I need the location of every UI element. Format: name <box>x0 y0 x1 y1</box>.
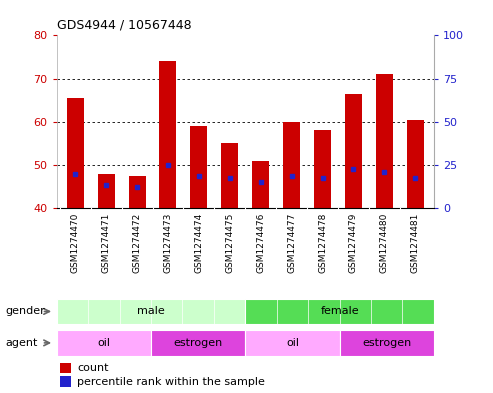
Bar <box>245 330 340 356</box>
Bar <box>407 119 424 208</box>
Text: percentile rank within the sample: percentile rank within the sample <box>77 377 265 387</box>
Bar <box>283 122 300 208</box>
Text: GSM1274479: GSM1274479 <box>349 213 358 273</box>
Text: GSM1274481: GSM1274481 <box>411 213 420 273</box>
Bar <box>67 98 84 208</box>
Text: count: count <box>77 363 109 373</box>
Bar <box>61 376 71 387</box>
Text: male: male <box>137 307 165 316</box>
Bar <box>129 176 145 208</box>
Bar <box>151 330 245 356</box>
Bar <box>190 126 208 208</box>
Bar <box>340 330 434 356</box>
Text: estrogen: estrogen <box>362 338 411 348</box>
Text: GSM1274471: GSM1274471 <box>102 213 110 273</box>
Text: oil: oil <box>286 338 299 348</box>
Text: GDS4944 / 10567448: GDS4944 / 10567448 <box>57 18 191 31</box>
Text: GSM1274476: GSM1274476 <box>256 213 265 273</box>
Bar <box>57 299 245 324</box>
Bar <box>57 330 151 356</box>
Text: GSM1274480: GSM1274480 <box>380 213 389 273</box>
Bar <box>345 94 362 208</box>
Bar <box>61 362 71 373</box>
Bar <box>314 130 331 208</box>
Text: GSM1274475: GSM1274475 <box>225 213 234 273</box>
Bar <box>245 299 434 324</box>
Bar <box>159 61 176 208</box>
Text: gender: gender <box>5 307 45 316</box>
Text: GSM1274478: GSM1274478 <box>318 213 327 273</box>
Text: GSM1274473: GSM1274473 <box>164 213 173 273</box>
Text: female: female <box>320 307 359 316</box>
Text: GSM1274470: GSM1274470 <box>70 213 80 273</box>
Bar <box>252 161 269 208</box>
Bar <box>221 143 238 208</box>
Text: oil: oil <box>97 338 110 348</box>
Bar <box>98 174 115 208</box>
Text: agent: agent <box>5 338 37 348</box>
Text: GSM1274472: GSM1274472 <box>133 213 141 273</box>
Bar <box>376 74 393 208</box>
Text: estrogen: estrogen <box>174 338 223 348</box>
Text: GSM1274474: GSM1274474 <box>194 213 204 273</box>
Text: GSM1274477: GSM1274477 <box>287 213 296 273</box>
